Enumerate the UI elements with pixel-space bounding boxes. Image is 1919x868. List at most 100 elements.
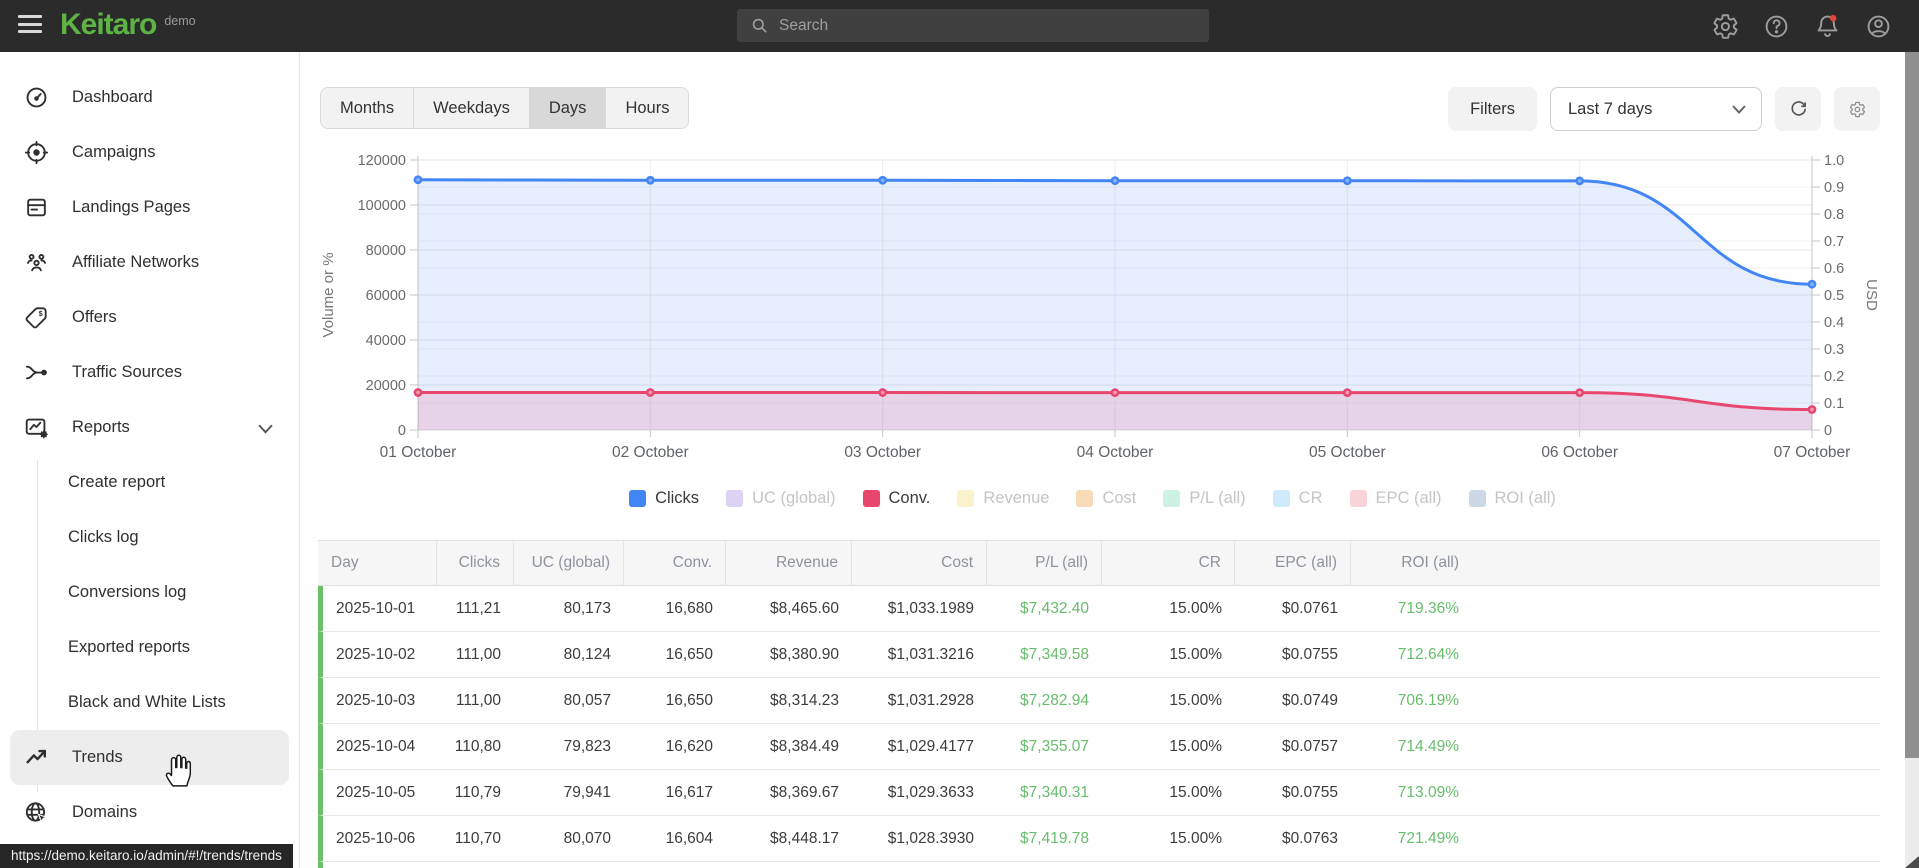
logo-text: Keitaro [60,8,157,41]
search-placeholder: Search [779,16,829,34]
cell-revenue: $1,233.34 [726,862,852,868]
legend-item-revenue[interactable]: Revenue [957,489,1049,508]
table-row: 2025-10-01 111,21 80,173 16,680 $8,465.60 $1,… [318,586,1880,632]
sidebar-item-black-and-white-lists[interactable]: Black and White Lists [10,675,289,730]
cell-epc-all-: $0.0757 [1281,737,1338,755]
hamburger-menu-icon[interactable] [18,15,42,37]
svg-text:40000: 40000 [366,333,406,349]
legend-swatch [1272,490,1290,507]
cell-p-l-all-: $7,432.40 [1020,599,1089,617]
cell-uc-global-: 80,124 [563,645,611,663]
cell-epc-all-: $0.0761 [1281,599,1338,617]
topbar: Keitaro demo Search [0,0,1919,52]
cell-p-l-all-: $475.74 [987,862,1102,868]
tab-months[interactable]: Months [321,88,414,128]
legend-item-uc-global-[interactable]: UC (global) [726,489,836,508]
column-header-p-l-all-[interactable]: P/L (all) [987,541,1102,585]
cell-cost: $1,029.3633 [887,783,974,801]
sidebar-item-label: Create report [68,473,166,491]
column-header-cr[interactable]: CR [1102,541,1235,585]
legend-item-epc-all-[interactable]: EPC (all) [1349,489,1442,508]
sidebar-item-domains[interactable]: Domains [10,785,289,840]
column-header-conv-[interactable]: Conv. [624,541,726,585]
app-logo[interactable]: Keitaro demo [60,8,196,42]
svg-text:0.4: 0.4 [1824,315,1844,331]
cell-clicks: 110,70 [454,829,501,847]
sidebar-item-create-report[interactable]: Create report [10,455,289,510]
legend-item-roi-all-[interactable]: ROI (all) [1468,489,1556,508]
scrollbar[interactable] [1905,52,1919,868]
table-header: Day Clicks UC (global) Conv. Revenue Cost P/L … [318,540,1880,586]
cell-clicks: 111,00 [455,691,501,709]
cell-revenue: $8,369.67 [770,783,839,801]
sidebar-item-dashboard[interactable]: Dashboard [10,70,289,125]
svg-text:04 October: 04 October [1077,444,1154,461]
cell-cr: 15.00% [1102,862,1235,868]
settings-gear-icon[interactable] [1706,7,1744,45]
cell-roi-all-: 721.49% [1397,829,1459,847]
sidebar-item-campaigns[interactable]: Campaigns [10,125,289,180]
table-row: 2025-10-0711,4811,4572,418$1,233.34$757.… [318,862,1880,868]
svg-text:$: $ [39,309,43,318]
legend-swatch [1076,490,1094,507]
scrollbar-thumb[interactable] [1905,52,1919,758]
search-input[interactable]: Search [737,9,1209,42]
column-header-day[interactable]: Day [318,541,437,585]
tab-days[interactable]: Days [528,88,606,128]
svg-text:06 October: 06 October [1541,444,1618,461]
legend-item-cr[interactable]: CR [1272,489,1323,508]
cell-cost: $1,031.2928 [887,691,974,709]
column-header-clicks[interactable]: Clicks [437,541,514,585]
cell-epc-all-: $0.0755 [1281,645,1338,663]
legend-item-clicks[interactable]: Clicks [629,489,699,508]
topbar-icons [1706,7,1897,45]
cell-cr: 15.00% [1169,829,1222,847]
sidebar-item-offers[interactable]: $ Offers [10,290,289,345]
help-icon[interactable] [1757,7,1795,45]
column-header-uc-global-[interactable]: UC (global) [514,541,624,585]
table-row: 2025-10-03 111,00 80,057 16,650 $8,314.23 $1,… [318,678,1880,724]
campaigns-target-icon [24,140,49,165]
legend-item-conv-[interactable]: Conv. [862,489,930,508]
refresh-button[interactable] [1775,87,1821,131]
svg-text:120000: 120000 [358,153,406,169]
sidebar-item-affiliate-networks[interactable]: Affiliate Networks [10,235,289,290]
column-header-revenue[interactable]: Revenue [726,541,852,585]
cell-uc-global-: 79,941 [563,783,611,801]
date-range-select[interactable]: Last 7 days [1550,87,1762,131]
svg-text:100000: 100000 [358,198,406,214]
cell-conv-: 16,617 [665,783,713,801]
legend-item-cost[interactable]: Cost [1076,489,1136,508]
sidebar-item-trends[interactable]: Trends [10,730,289,785]
period-tabs: Months Weekdays Days Hours [320,87,690,129]
column-header-cost[interactable]: Cost [852,541,987,585]
cell-epc-all-: $0.0749 [1281,691,1338,709]
cell-spacer [1472,816,1880,861]
sidebar-item-traffic-sources[interactable]: Traffic Sources [10,345,289,400]
column-header-roi-all-[interactable]: ROI (all) [1401,554,1459,571]
cell-uc-global-: 11,457 [514,862,624,868]
sidebar-item-clicks-log[interactable]: Clicks log [10,510,289,565]
tab-weekdays[interactable]: Weekdays [413,88,529,128]
column-header-epc-all-[interactable]: EPC (all) [1235,541,1351,585]
tab-hours[interactable]: Hours [605,88,689,128]
cell-p-l-all-: $7,282.94 [1020,691,1089,709]
cell-roi-all-: 719.36% [1397,599,1459,617]
chart-settings-button[interactable] [1834,87,1880,131]
cell-conv-: 16,650 [665,645,713,663]
traffic-sources-icon [24,360,49,385]
cell-spacer [1472,632,1880,677]
account-icon[interactable] [1859,7,1897,45]
cell-roi-all-: 62.79% [1351,862,1472,868]
sidebar-item-conversions-log[interactable]: Conversions log [10,565,289,620]
notifications-bell-icon[interactable] [1808,7,1846,45]
svg-text:0.7: 0.7 [1824,234,1844,250]
cell-cr: 15.00% [1169,645,1222,663]
filters-button[interactable]: Filters [1448,87,1537,131]
table-row: 2025-10-04 110,80 79,823 16,620 $8,384.49 $1,… [318,724,1880,770]
cell-uc-global-: 79,823 [563,737,611,755]
sidebar-item-exported-reports[interactable]: Exported reports [10,620,289,675]
sidebar-item-reports[interactable]: Reports [10,400,289,455]
legend-item-p-l-all-[interactable]: P/L (all) [1163,489,1246,508]
sidebar-item-landings-pages[interactable]: Landings Pages [10,180,289,235]
